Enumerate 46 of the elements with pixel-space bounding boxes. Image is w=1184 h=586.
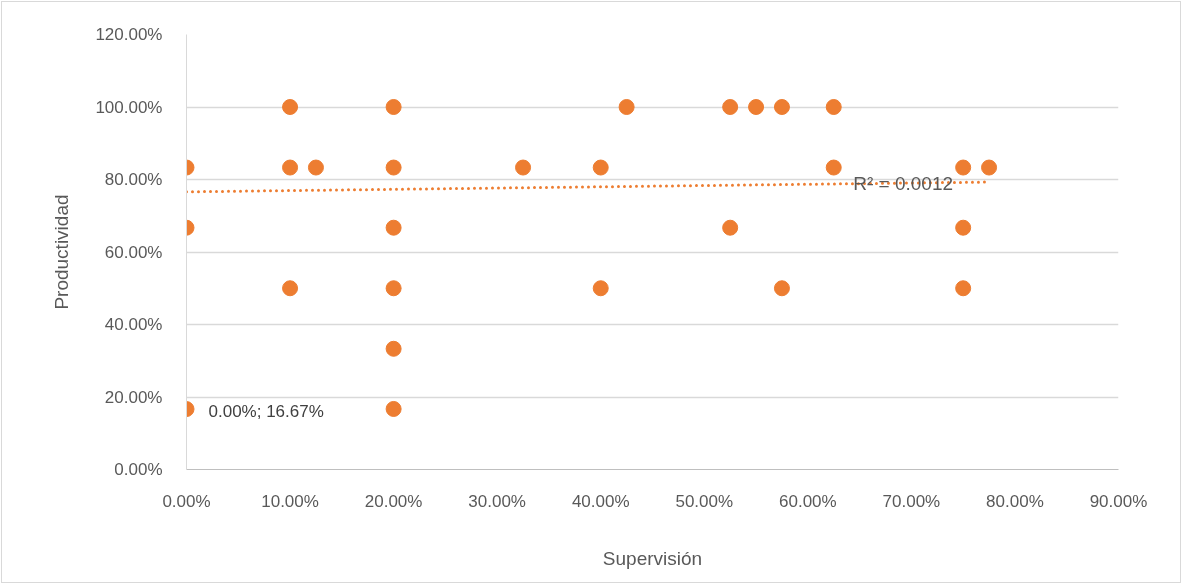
y-tick-label: 20.00% [104, 387, 163, 407]
x-tick-label: 30.00% [468, 491, 527, 511]
y-tick-label: 100.00% [95, 97, 163, 117]
x-axis-title: Supervisión [602, 547, 703, 569]
point [722, 219, 739, 236]
point [825, 159, 842, 176]
x-tick-label: 70.00% [882, 491, 941, 511]
point [773, 280, 790, 297]
point [592, 159, 609, 176]
y-tick-label: 120.00% [95, 25, 163, 44]
point [722, 99, 739, 115]
point [282, 159, 299, 176]
point [773, 99, 790, 115]
y-tick-label: 80.00% [104, 170, 163, 189]
point [515, 159, 532, 176]
x-tick-label: 20.00% [364, 491, 423, 511]
y-tick-label: 60.00% [104, 242, 163, 262]
point [385, 159, 402, 176]
point [385, 340, 402, 357]
point [385, 99, 402, 115]
point [981, 159, 998, 176]
point [592, 280, 609, 297]
point [955, 219, 972, 236]
point [825, 99, 842, 115]
point [618, 99, 635, 115]
y-tick-label: 0.00% [114, 460, 163, 479]
point [385, 219, 402, 236]
point [385, 280, 402, 297]
annotation: R² = 0.0012 [853, 172, 954, 194]
y-tick-label: 40.00% [104, 315, 163, 334]
x-tick-label: 40.00% [571, 491, 630, 511]
point [955, 159, 972, 176]
point [955, 280, 972, 297]
x-tick-label: 50.00% [675, 491, 734, 511]
x-tick-label: 0.00% [162, 491, 211, 511]
point [282, 99, 299, 115]
x-tick-label: 80.00% [986, 491, 1044, 511]
point [385, 400, 402, 417]
y-axis-title: Productividad [51, 194, 73, 310]
data-label: 0.00%; 16.67% [208, 401, 324, 421]
x-tick-label: 10.00% [261, 491, 319, 511]
x-tick-label: 60.00% [779, 491, 837, 511]
point [307, 159, 324, 176]
point [748, 99, 765, 115]
point [282, 280, 299, 297]
x-tick-label: 90.00% [1089, 491, 1148, 511]
